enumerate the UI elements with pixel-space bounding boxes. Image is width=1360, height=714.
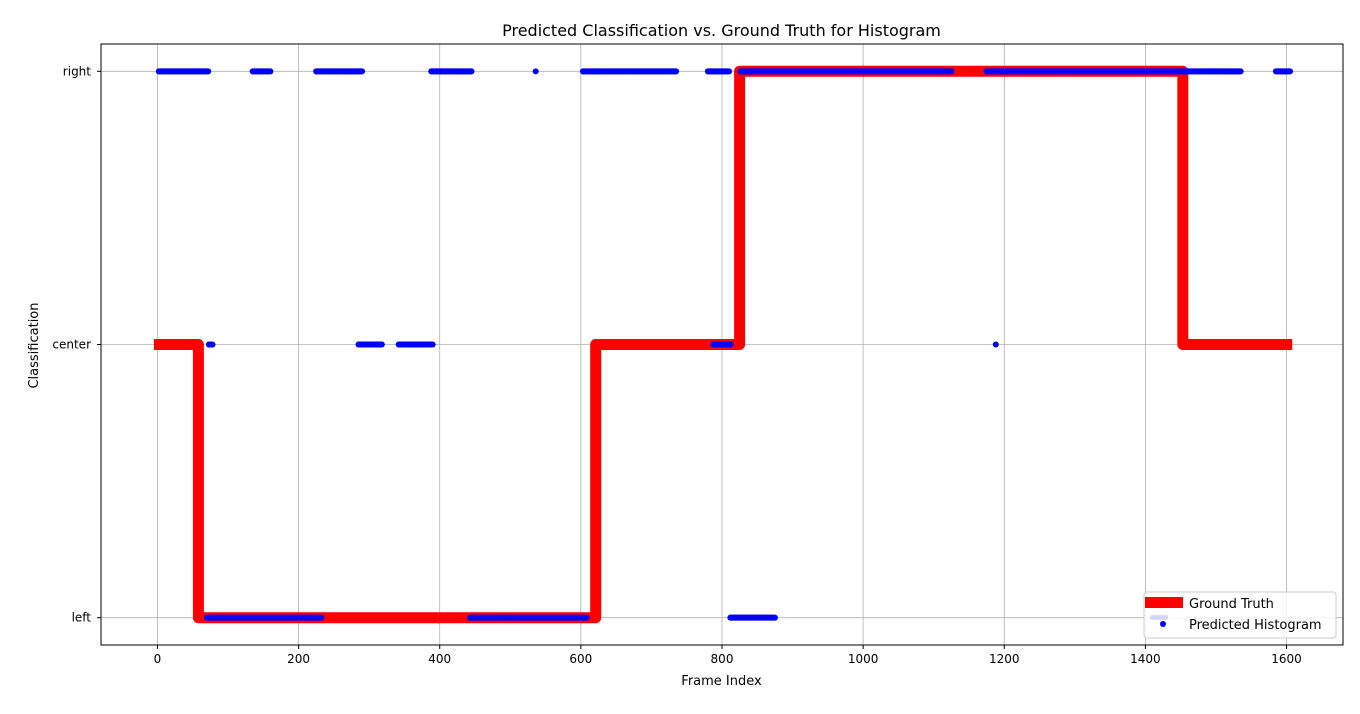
predicted-point: [672, 68, 679, 75]
predicted-point: [468, 68, 475, 75]
x-tick-label: 600: [569, 652, 592, 666]
predicted-run-right: [579, 68, 680, 75]
x-tick-label: 0: [154, 652, 162, 666]
x-tick-label: 1400: [1130, 652, 1161, 666]
predicted-point: [267, 68, 274, 75]
predicted-run-right: [313, 68, 366, 75]
y-tick-label-center: center: [52, 338, 91, 352]
y-axis-label: Classification: [27, 302, 42, 388]
predicted-run-center: [992, 341, 999, 348]
predicted-run-left: [467, 614, 590, 621]
x-tick-label: 200: [287, 652, 310, 666]
predicted-point: [378, 341, 385, 348]
x-tick-label: 400: [428, 652, 451, 666]
predicted-point: [358, 68, 365, 75]
legend-ground-truth-label: Ground Truth: [1189, 597, 1274, 612]
predicted-point: [947, 68, 954, 75]
predicted-run-right: [532, 68, 539, 75]
predicted-run-left: [727, 614, 778, 621]
predicted-run-center: [710, 341, 734, 348]
predicted-run-right: [428, 68, 475, 75]
x-tick-label: 800: [711, 652, 734, 666]
predicted-run-right: [155, 68, 212, 75]
x-tick-label: 1600: [1271, 652, 1302, 666]
predicted-point: [1236, 68, 1243, 75]
legend-predicted-swatch: [1150, 615, 1168, 620]
y-axis: left center right: [52, 64, 101, 625]
chart-title: Predicted Classification vs. Ground Trut…: [502, 21, 941, 40]
predicted-point: [208, 341, 215, 348]
legend-ground-truth-swatch: [1145, 597, 1183, 608]
legend-predicted-marker: [1160, 621, 1166, 627]
ground-truth-line: [153, 65, 1293, 624]
predicted-run-right: [1272, 68, 1294, 75]
y-tick-label-right: right: [63, 64, 91, 78]
predicted-run-center: [205, 341, 216, 348]
predicted-point: [582, 614, 589, 621]
x-tick-label: 1000: [848, 652, 879, 666]
ground-truth-series: [153, 65, 1293, 624]
predicted-point: [532, 68, 539, 75]
predicted-point: [770, 614, 776, 621]
x-tick-label: 1200: [989, 652, 1020, 666]
y-tick-label-left: left: [72, 611, 92, 625]
predicted-run-right: [737, 68, 955, 75]
predicted-point: [992, 341, 999, 348]
x-axis-label: Frame Index: [681, 674, 762, 689]
predicted-point: [725, 341, 732, 348]
predicted-run-right: [249, 68, 274, 75]
predicted-point: [428, 341, 435, 348]
legend-box: [1143, 591, 1337, 639]
legend: Ground Truth Predicted Histogram: [1143, 591, 1337, 639]
legend-predicted-label: Predicted Histogram: [1189, 618, 1322, 633]
predicted-point: [1285, 68, 1292, 75]
predicted-run-left: [203, 614, 325, 621]
predicted-run-center: [395, 341, 436, 348]
predicted-series: [155, 68, 1294, 621]
predicted-run-right: [704, 68, 733, 75]
predicted-point: [724, 68, 731, 75]
predicted-run-center: [355, 341, 385, 348]
x-axis: 0 200 400 600 800 1000 1200 1400 1600: [154, 645, 1302, 666]
predicted-point: [203, 68, 210, 75]
predicted-run-right: [983, 68, 1244, 75]
predicted-point: [316, 614, 323, 621]
